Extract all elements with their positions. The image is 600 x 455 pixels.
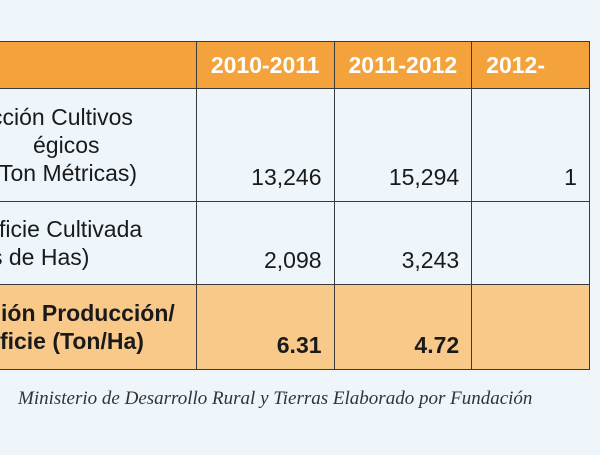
row-label-line: Ton Métricas)	[0, 160, 138, 186]
row-label-line: égicos	[33, 132, 100, 158]
header-label-cell	[0, 41, 197, 89]
value-production-2012: 1	[471, 88, 590, 202]
value-ratio-2011-2012: 4.72	[333, 284, 473, 370]
row-label-line: ficie Cultivada	[0, 216, 143, 242]
value-surface-2010-2011: 2,098	[195, 201, 335, 285]
value-ratio-2010-2011: 6.31	[195, 284, 335, 370]
header-year-2011-2012: 2011-2012	[333, 41, 473, 89]
row-label-production: cción Cultivos égicos Ton Métricas)	[0, 88, 197, 202]
row-label-line: s de Has)	[0, 244, 90, 270]
value-production-2011-2012: 15,294	[333, 88, 473, 202]
row-label-ratio: ión Producción/ rficie (Ton/Ha)	[0, 284, 197, 370]
table-row-production: cción Cultivos égicos Ton Métricas) 13,2…	[0, 88, 590, 202]
source-footnote: Ministerio de Desarrollo Rural y Tierras…	[18, 388, 533, 409]
table-header-row: 2010-2011 2011-2012 2012-	[0, 41, 590, 89]
header-year-2010-2011: 2010-2011	[195, 41, 335, 89]
value-surface-2011-2012: 3,243	[333, 201, 473, 285]
table-row-surface: ficie Cultivada s de Has) 2,098 3,243	[0, 201, 590, 285]
production-table: 2010-2011 2011-2012 2012- cción Cultivos…	[0, 41, 590, 370]
row-label-line: cción Cultivos	[0, 104, 133, 130]
value-production-2010-2011: 13,246	[195, 88, 335, 202]
row-label-line: ión Producción/	[1, 300, 175, 326]
header-year-2012: 2012-	[471, 41, 590, 89]
table-row-ratio: ión Producción/ rficie (Ton/Ha) 6.31 4.7…	[0, 284, 590, 370]
value-surface-2012	[471, 201, 590, 285]
row-label-line: rficie (Ton/Ha)	[0, 328, 144, 354]
row-label-surface: ficie Cultivada s de Has)	[0, 201, 197, 285]
value-ratio-2012	[471, 284, 590, 370]
